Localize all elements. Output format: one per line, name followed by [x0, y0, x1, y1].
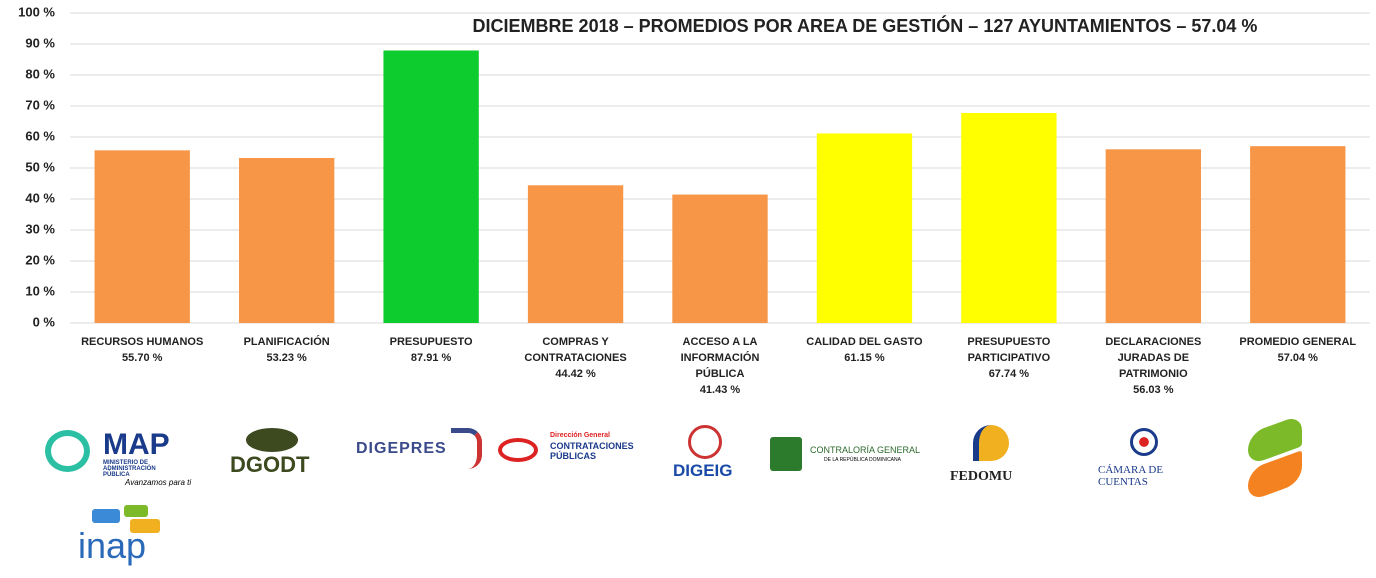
value-label: 56.03 %	[1133, 384, 1174, 396]
logo-text: DE LA REPÚBLICA DOMINICANA	[824, 457, 901, 463]
chart-title: DICIEMBRE 2018 – PROMEDIOS POR AREA DE G…	[473, 15, 1258, 36]
value-label: 53.23 %	[266, 352, 307, 364]
y-tick-label: 80 %	[25, 66, 55, 81]
x-tick-label: DECLARACIONES JURADAS DE PATRIMONIO	[1105, 336, 1202, 380]
value-label: 67.74 %	[988, 368, 1030, 380]
bar	[961, 113, 1057, 323]
bar	[816, 133, 913, 323]
y-tick-label: 30 %	[25, 221, 55, 236]
y-tick-label: 20 %	[25, 252, 55, 267]
logo-s	[1242, 414, 1312, 502]
y-tick-label: 100 %	[18, 4, 55, 19]
logo-camara: CÁMARA DE CUENTAS	[1098, 428, 1208, 493]
bar	[1105, 149, 1201, 323]
bar	[383, 50, 479, 323]
value-label: 41.43 %	[699, 384, 741, 396]
logo-text: FEDOMU	[950, 469, 1013, 484]
x-tick-label: CALIDAD DEL GASTO	[806, 336, 923, 348]
value-label: 61.15 %	[844, 352, 885, 364]
logo-text: Dirección General	[550, 432, 610, 439]
logo-digepres: DIGEPRES	[356, 428, 486, 469]
logo-contraloria: CONTRALORÍA GENERAL DE LA REPÚBLICA DOMI…	[770, 437, 940, 477]
bar	[94, 150, 190, 323]
bar	[239, 157, 335, 323]
value-label: 55.70 %	[122, 352, 163, 364]
logo-inap: inap	[78, 505, 178, 577]
value-label: 87.91 %	[410, 352, 452, 364]
logo-fedomu: FEDOMU	[945, 425, 1035, 490]
logo-text: CÁMARA DE CUENTAS	[1098, 464, 1164, 488]
logo-text: CONTRATACIONES PÚBLICAS	[550, 441, 634, 461]
bar	[527, 185, 624, 323]
y-tick-label: 0 %	[33, 314, 56, 329]
logo-text: CONTRALORÍA GENERAL	[810, 445, 921, 455]
value-label: 57.04 %	[1277, 352, 1318, 364]
y-tick-label: 60 %	[25, 128, 55, 143]
logo-dgodt: DGODT	[228, 428, 318, 483]
logo-text: DGODT	[230, 452, 310, 477]
logo-text: DIGEIG	[673, 461, 733, 480]
x-tick-label: PROMEDIO GENERAL	[1239, 336, 1357, 348]
y-tick-label: 40 %	[25, 190, 55, 205]
logo-text: inap	[78, 525, 147, 566]
x-tick-label: COMPRAS Y CONTRATACIONES	[524, 336, 627, 364]
x-tick-label: PRESUPUESTO PARTICIPATIVO	[967, 336, 1051, 364]
logo-text: MINISTERIO DE ADMINISTRACIÓN PÚBLICA	[103, 460, 156, 478]
logo-text: Avanzamos para ti	[125, 478, 192, 487]
y-tick-label: 90 %	[25, 35, 55, 50]
x-tick-label: PRESUPUESTO	[389, 336, 473, 348]
y-tick-label: 10 %	[25, 283, 55, 298]
logo-text: DIGEPRES	[356, 440, 447, 457]
logo-text: MAP	[103, 428, 170, 461]
logo-map: MAP MINISTERIO DE ADMINISTRACIÓN PÚBLICA…	[45, 428, 215, 488]
value-label: 44.42 %	[555, 368, 596, 380]
x-tick-label: RECURSOS HUMANOS	[81, 336, 204, 348]
x-tick-label: PLANIFICACIÓN	[243, 336, 330, 348]
logo-digeig: DIGEIG	[670, 425, 750, 485]
bar	[672, 194, 768, 323]
x-tick-label: ACCESO A LA INFORMACIÓN PÚBLICA	[680, 336, 760, 380]
logo-dgcp: Dirección General CONTRATACIONES PÚBLICA…	[496, 432, 656, 472]
bar	[1250, 146, 1346, 323]
y-tick-label: 70 %	[25, 97, 55, 112]
y-tick-label: 50 %	[25, 159, 55, 174]
